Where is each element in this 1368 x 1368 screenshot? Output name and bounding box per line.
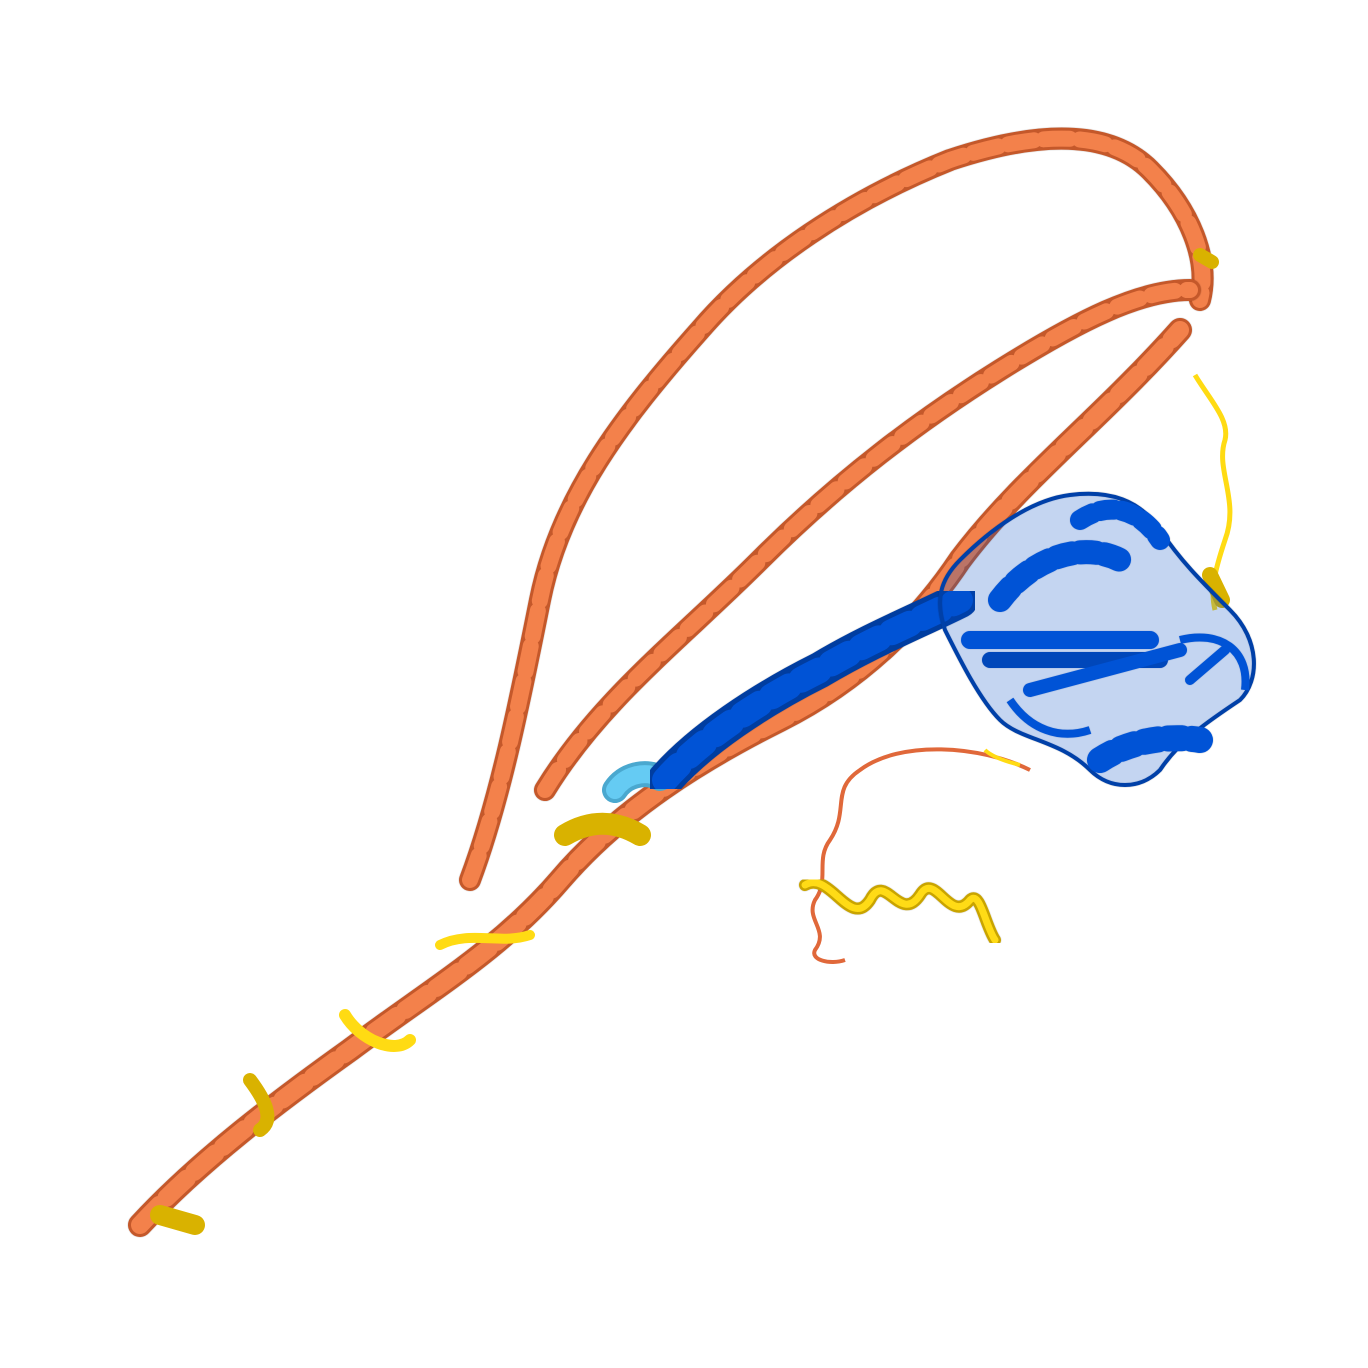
high-confidence-helix-blue <box>647 582 978 798</box>
outer-helix-orange <box>459 127 1214 891</box>
high-confidence-domain-blue <box>938 491 1256 787</box>
middle-helix-orange <box>534 279 1201 801</box>
c-terminal-loop <box>810 747 1031 964</box>
low-confidence-segments-yellow <box>150 248 1233 1235</box>
c-terminal-helix-yellow <box>799 876 1001 946</box>
